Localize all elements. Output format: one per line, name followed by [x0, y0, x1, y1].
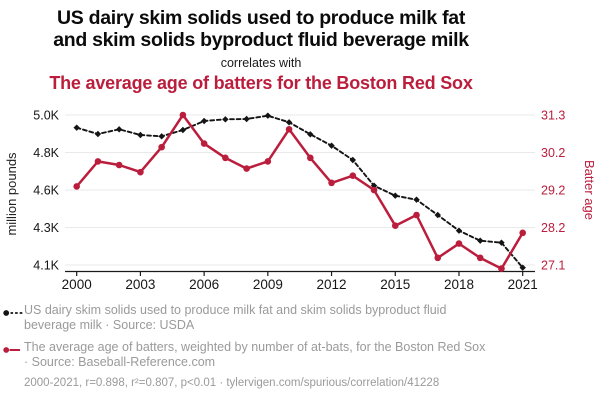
data-point-circle: [179, 111, 187, 119]
x-axis-tick-label: 2012: [317, 277, 347, 292]
data-point-circle: [370, 186, 378, 194]
chart-legend: US dairy skim solids used to produce mil…: [3, 303, 589, 389]
correlation-line-chart: 5.0K 31.3 4.8K 30.2 4.6K 29.2 4.3K 28.2 4.1K 27.1…: [4, 108, 597, 292]
stats-footnote: 2000-2021, r=0.898, r²=0.807, p<0.01 · t…: [24, 377, 440, 389]
series-line-redsox: [75, 113, 524, 270]
legend-item-dairy: US dairy skim solids used to produce mil…: [3, 303, 589, 333]
x-axis-tick-label: 2006: [189, 277, 219, 292]
data-point-circle: [328, 179, 335, 187]
data-point-circle: [158, 143, 165, 151]
red-solid-series-icon: [3, 340, 24, 360]
data-point-diamond: [413, 196, 420, 203]
data-point-circle: [137, 168, 144, 176]
legend-label-redsox: The average age of batters, weighted by …: [24, 340, 486, 369]
right-axis-title: Batter age: [582, 160, 597, 220]
data-point-diamond: [137, 131, 144, 139]
left-axis-title: million pounds: [4, 152, 19, 236]
black-dashed-series-icon: [3, 303, 24, 323]
data-point-diamond: [519, 264, 526, 271]
x-axis-tick-label: 2009: [253, 277, 283, 292]
data-point-circle: [307, 154, 314, 162]
left-axis-tick-label: 4.6K: [33, 183, 59, 197]
data-point-diamond: [222, 116, 229, 123]
left-axis-tick-label: 4.1K: [33, 258, 59, 272]
data-point-diamond: [115, 126, 123, 133]
chart-title-line-1: US dairy skim solids used to produce mil…: [56, 7, 466, 29]
legend-label-dairy: US dairy skim solids used to produce mil…: [24, 303, 447, 332]
data-point-circle: [73, 183, 80, 190]
data-point-diamond: [243, 115, 250, 123]
left-axis-tick-label: 4.8K: [33, 146, 59, 160]
data-point-circle: [222, 154, 229, 162]
data-point-circle: [94, 158, 102, 165]
data-point-circle: [413, 211, 420, 219]
x-axis-tick-label: 2003: [125, 277, 155, 292]
left-axis-tick-label: 5.0K: [33, 108, 59, 122]
data-point-diamond: [392, 192, 399, 199]
data-point-circle: [115, 161, 123, 169]
data-point-circle: [264, 158, 272, 165]
data-point-diamond: [498, 239, 505, 246]
chart-title-line-2: and skim solids byproduct fluid beverage…: [53, 29, 469, 51]
data-point-diamond: [328, 142, 335, 149]
x-axis-tick-label: 2018: [444, 277, 474, 292]
correlates-with-text: correlates with: [220, 56, 302, 70]
data-point-circle: [434, 254, 442, 262]
data-point-circle: [243, 165, 250, 172]
x-axis-tick-label: 2021: [508, 277, 538, 292]
chart-header: US dairy skim solids used to produce mil…: [0, 7, 522, 94]
right-axis-tick-label: 30.2: [541, 146, 565, 160]
data-point-circle: [200, 140, 208, 147]
data-point-circle: [349, 172, 357, 180]
x-axis-tick-label: 2000: [62, 277, 92, 292]
data-point-diamond: [477, 237, 484, 244]
data-point-circle: [285, 125, 293, 133]
left-axis-tick-label: 4.3K: [33, 221, 59, 235]
data-point-circle: [519, 229, 526, 237]
right-axis-tick-label: 28.2: [541, 221, 565, 235]
right-axis-tick-label: 29.2: [541, 183, 565, 197]
data-point-circle: [391, 222, 399, 230]
data-point-diamond: [94, 130, 102, 138]
data-point-diamond: [158, 133, 165, 140]
data-point-diamond: [73, 124, 80, 131]
right-axis-tick-label: 31.3: [541, 108, 565, 122]
x-axis-tick-label: 2015: [380, 277, 410, 292]
data-point-diamond: [179, 126, 187, 134]
right-axis-tick-label: 27.1: [541, 258, 565, 272]
data-point-diamond: [264, 112, 272, 119]
data-point-diamond: [455, 227, 463, 234]
data-point-diamond: [200, 117, 208, 125]
chart-subtitle: The average age of batters for the Bosto…: [49, 73, 473, 93]
data-point-circle: [455, 240, 463, 247]
data-point-circle: [498, 265, 505, 272]
data-point-circle: [476, 254, 484, 262]
legend-item-redsox: The average age of batters, weighted by …: [3, 340, 589, 370]
data-point-diamond: [307, 131, 314, 138]
series-line-dairy: [75, 114, 524, 269]
chart-title: US dairy skim solids used to produce mil…: [0, 7, 522, 51]
